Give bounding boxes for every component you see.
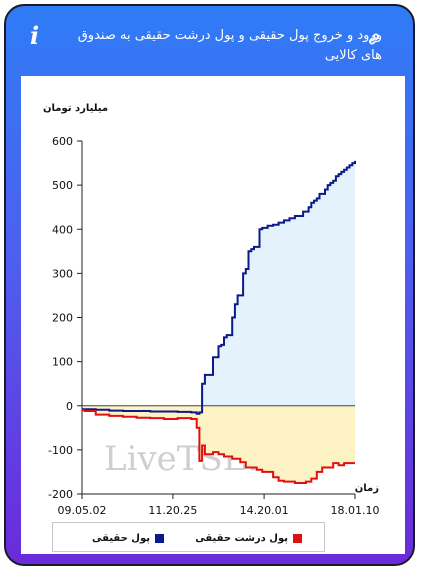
chart-card: i ورود و خروج پول حقیقی و پول درشت حقیقی…	[4, 4, 415, 566]
legend-label-real-money: پول حقیقی	[92, 532, 150, 544]
x-tick-label: 14.20.01	[240, 504, 289, 517]
legend-label-big-money: پول درشت حقیقی	[195, 532, 288, 544]
link-icon[interactable]	[367, 32, 381, 46]
series-area-real-money	[82, 160, 355, 414]
y-tick-label: 600	[52, 135, 73, 148]
x-tick-label: 11.20.25	[148, 504, 197, 517]
legend-item-real-money[interactable]: پول حقیقی	[92, 531, 164, 545]
y-tick-label: 100	[52, 356, 73, 369]
y-tick-label: 500	[52, 179, 73, 192]
x-axis-title: زمان	[355, 483, 379, 494]
y-tick-label: -200	[48, 488, 73, 501]
legend: پول حقیقی پول درشت حقیقی	[52, 522, 325, 552]
y-tick-label: 200	[52, 312, 73, 325]
legend-item-big-money[interactable]: پول درشت حقیقی	[195, 531, 302, 545]
legend-swatch-real-money	[155, 533, 164, 543]
series-line-real-money	[82, 160, 356, 415]
y-tick-label: 0	[66, 400, 73, 413]
legend-swatch-big-money	[293, 533, 302, 543]
series-line-big-money	[82, 409, 355, 484]
info-icon[interactable]: i	[30, 21, 40, 50]
chart-panel: LiveTSE.ir 600 500 400 300 200 100 0 -100 -200 09…	[21, 76, 405, 554]
chart-title: ورود و خروج پول حقیقی و پول درشت حقیقی ب…	[77, 28, 382, 63]
chart-svg: LiveTSE.ir 6005004003002001000-100-20009…	[43, 103, 380, 517]
y-axis-title: میلیارد تومان	[43, 103, 108, 114]
x-tick-label: 09.05.02	[58, 504, 107, 517]
series-area-big-money	[82, 405, 355, 483]
y-tick-label: 400	[52, 223, 73, 236]
x-tick-label: 18.01.10	[331, 504, 380, 517]
y-tick-label: -100	[48, 444, 73, 457]
y-tick-label: 300	[52, 267, 73, 280]
